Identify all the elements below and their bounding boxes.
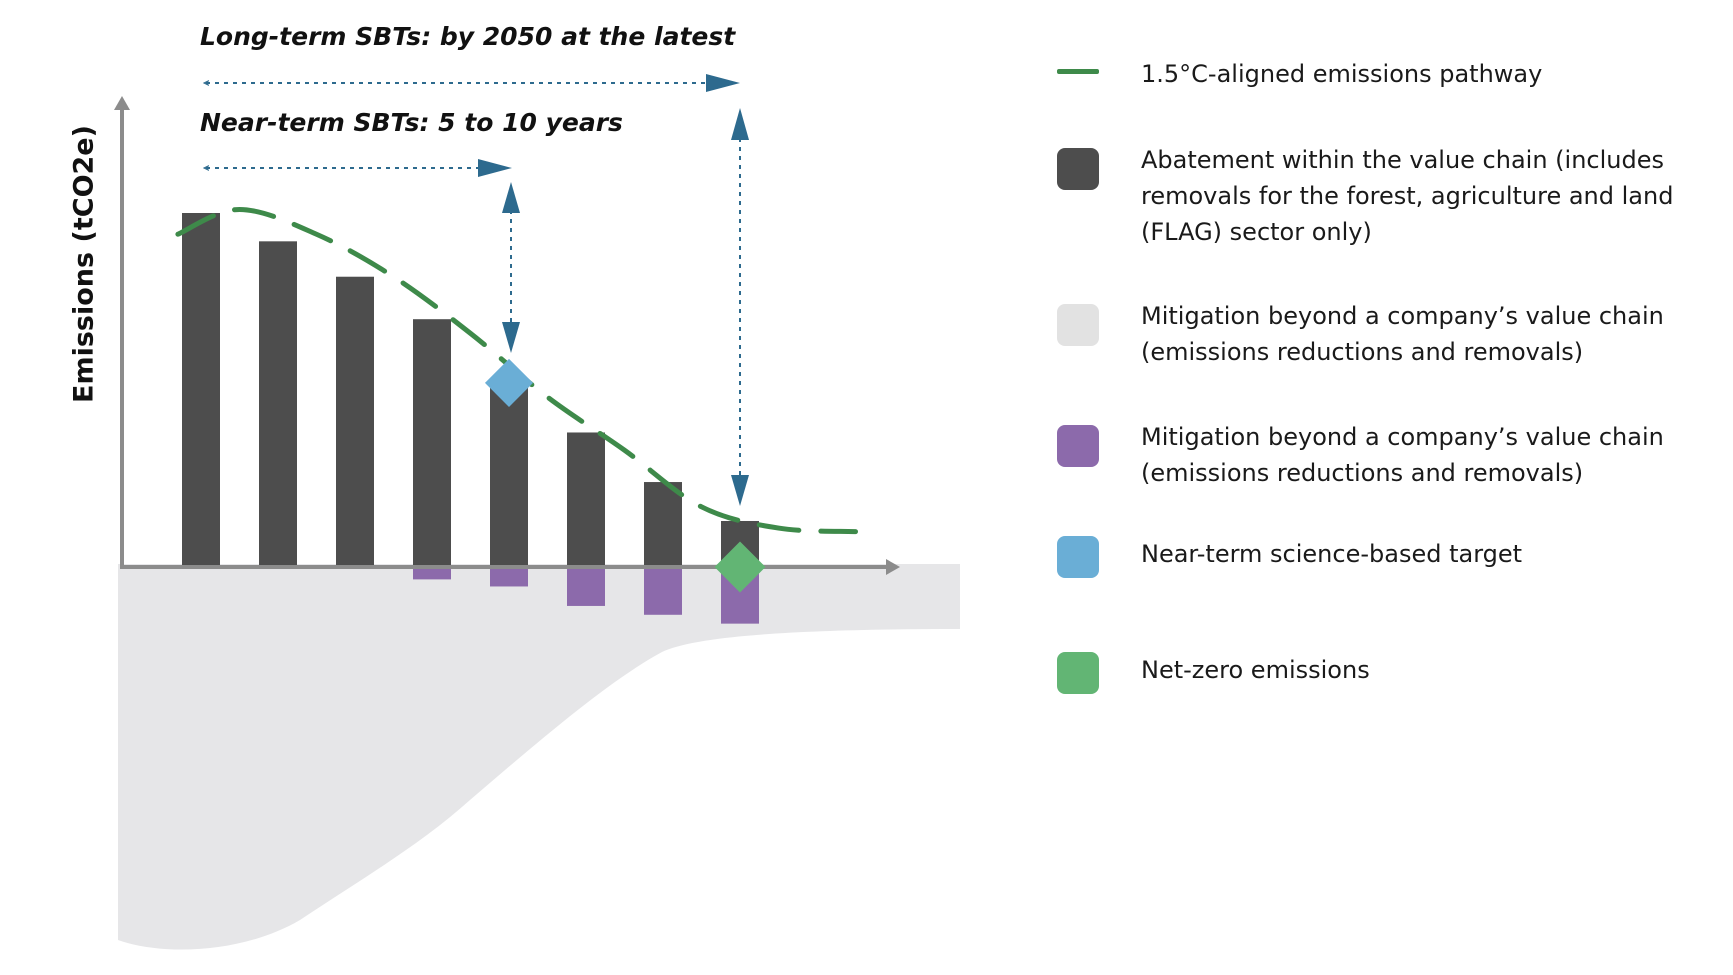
net-zero-swatch [1057,652,1099,694]
bars-layer [182,213,759,624]
abatement-bar [259,241,297,567]
y-axis-arrow [114,96,130,110]
legend-label: Abatement within the value chain (includ… [1141,146,1674,246]
near-term-vertical-head-top [502,182,520,213]
near-term-vertical-head-bottom [502,322,520,353]
abatement-bar [413,319,451,567]
mitigation-purple-swatch [1057,425,1099,467]
pathway-line-swatch [1057,69,1099,74]
legend-label: Mitigation beyond a company’s value chai… [1141,423,1664,487]
legend: 1.5°C-aligned emissions pathway Abatemen… [1057,0,1733,975]
long-term-annotation: Long-term SBTs: by 2050 at the latest [200,22,736,51]
abatement-bar [490,386,528,567]
mitigation-bar [567,567,605,606]
near-term-target-swatch [1057,536,1099,578]
legend-label: 1.5°C-aligned emissions pathway [1141,60,1543,88]
abatement-bar [182,213,220,567]
mitigation-bar [644,567,682,615]
abatement-bar [644,482,682,567]
emissions-diagram [114,74,960,950]
legend-label: Mitigation beyond a company’s value chai… [1141,302,1664,366]
mitigation-bar [490,567,528,587]
abatement-bar [567,432,605,567]
legend-label: Net-zero emissions [1141,656,1370,684]
near-term-target-diamond [484,358,534,407]
long-term-vertical-head-top [731,108,749,140]
near-term-annotation: Near-term SBTs: 5 to 10 years [200,108,623,137]
legend-label: Near-term science-based target [1141,540,1523,568]
x-axis-arrow [886,559,900,575]
long-term-span-head [706,74,740,92]
mitigation-grey-swatch [1057,304,1099,346]
mitigation-area-grey [118,564,960,950]
long-term-vertical-head-bottom [731,475,749,506]
near-term-span-head [478,159,512,177]
mitigation-bar [413,567,451,580]
abatement-swatch [1057,148,1099,190]
abatement-bar [336,276,374,567]
y-axis-label: Emissions (tCO2e) [68,125,100,403]
net-zero-diamond [714,541,766,593]
